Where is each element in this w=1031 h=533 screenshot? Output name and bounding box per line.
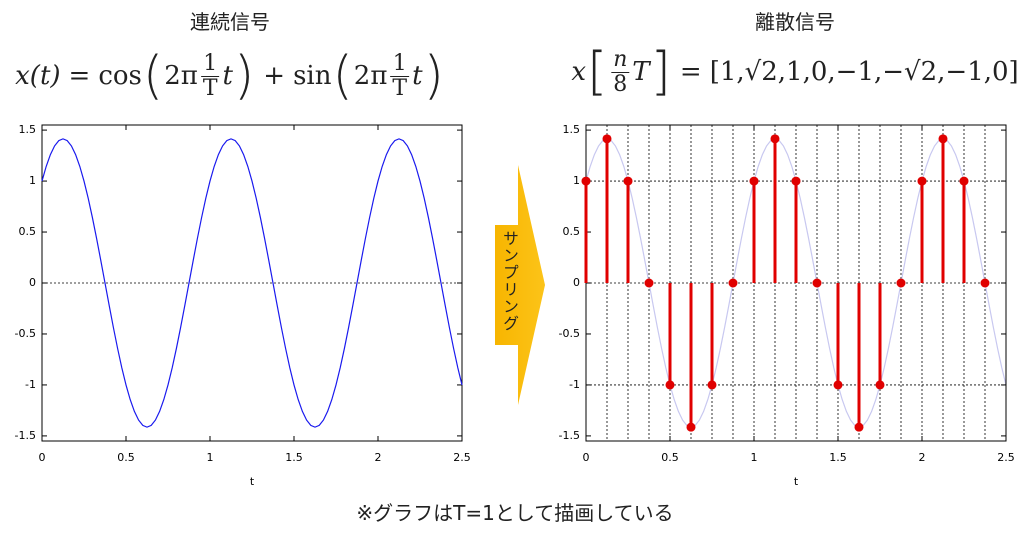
y-tick-label: -1 [569, 378, 580, 391]
stem-marker [959, 176, 969, 186]
y-tick-label: 0 [573, 276, 580, 289]
stem-marker [875, 380, 885, 390]
stem-marker [770, 134, 780, 144]
x-tick-label: 2.5 [453, 451, 471, 464]
den: T [200, 75, 220, 101]
paren: ) [423, 46, 444, 106]
stem-marker [665, 380, 675, 390]
x-axis-label: t [250, 475, 255, 488]
num: 1 [203, 51, 218, 77]
stem-marker [854, 422, 864, 432]
x-tick-label: 0.5 [661, 451, 679, 464]
chart-title: 離散信号 [755, 10, 835, 34]
y-tick-label: -1 [25, 378, 36, 391]
stem-marker [896, 278, 906, 288]
arrow [495, 165, 545, 405]
stem-marker [980, 278, 990, 288]
x-tick-label: 0.5 [117, 451, 135, 464]
y-tick-label: 0.5 [563, 225, 581, 238]
y-tick-label: 1.5 [563, 123, 581, 136]
x-tick-label: 1.5 [285, 451, 303, 464]
stem-marker [707, 380, 717, 390]
paren: ( [332, 46, 353, 106]
formula-eq: = [679, 57, 702, 87]
stem-marker [938, 134, 948, 144]
stem-marker [812, 278, 822, 288]
paren: ( [142, 46, 164, 106]
formula-eq: = [68, 61, 91, 91]
y-tick-label: 1 [573, 174, 580, 187]
y-tick-label: 1 [29, 174, 36, 187]
formula-var: T [632, 57, 650, 87]
y-tick-label: -1.5 [559, 429, 580, 442]
x-tick-label: 0 [39, 451, 46, 464]
paren: ) [233, 46, 255, 106]
y-tick-label: 0.5 [19, 225, 37, 238]
line [41, 138, 463, 428]
x-tick-label: 2 [919, 451, 926, 464]
formula-rhs: [1,√2,1,0,−1,−√2,−1,0] [709, 57, 1019, 87]
x-tick-label: 1.5 [829, 451, 847, 464]
x-tick-label: 2.5 [997, 451, 1015, 464]
bracket: ] [650, 42, 671, 102]
x-tick-label: 0 [583, 451, 590, 464]
x-tick-label: 1 [207, 451, 214, 464]
stem-marker [791, 176, 801, 186]
stem-marker [623, 176, 633, 186]
y-tick-label: 0 [29, 276, 36, 289]
stem-marker [728, 278, 738, 288]
den: T [390, 75, 410, 101]
num: n [613, 47, 628, 73]
stem-marker [833, 380, 843, 390]
x-axis-label: t [794, 475, 799, 488]
formula-lhs: x(t) [15, 61, 61, 91]
formula-coef: 2π [353, 61, 388, 91]
formula-fn: sin [293, 61, 332, 91]
stem-marker [644, 278, 654, 288]
formula-fn: cos [98, 61, 142, 91]
formula-lhs: x [571, 57, 586, 87]
footnote: ※グラフはT=1として描画している [356, 501, 674, 525]
x-tick-label: 1 [751, 451, 758, 464]
formula-op: + [263, 61, 286, 91]
bracket: [ [586, 42, 608, 102]
stem-marker [686, 422, 696, 432]
formula-coef: 2π [164, 61, 198, 91]
stem-marker [749, 176, 759, 186]
y-tick-label: -0.5 [15, 327, 36, 340]
formula-var: t [412, 61, 423, 91]
den: 8 [611, 71, 630, 97]
y-tick-label: 1.5 [19, 123, 37, 136]
stem-marker [602, 134, 612, 144]
formula-var: t [222, 61, 233, 91]
stem-marker [581, 176, 591, 186]
stem-marker [917, 176, 927, 186]
x-tick-label: 2 [375, 451, 382, 464]
num: 1 [392, 51, 407, 77]
y-tick-label: -1.5 [15, 429, 36, 442]
arrow-label: サンプリング [500, 230, 519, 332]
y-tick-label: -0.5 [559, 327, 580, 340]
chart-title: 連続信号 [190, 10, 270, 34]
